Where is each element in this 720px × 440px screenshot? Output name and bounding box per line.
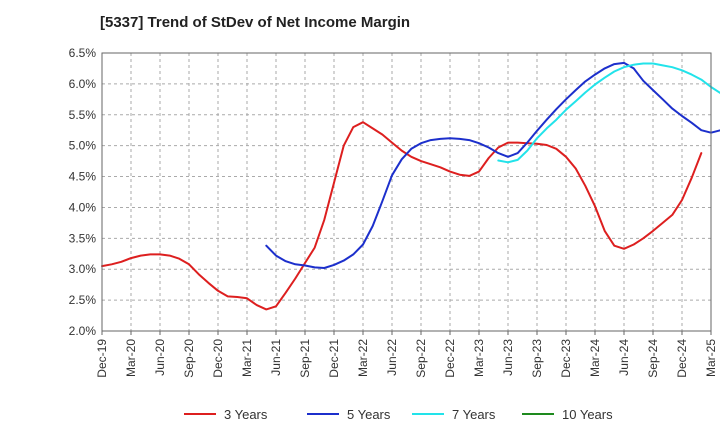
y-tick-label: 6.0%: [69, 77, 97, 91]
x-tick-label: Mar-25: [704, 339, 718, 377]
x-tick-label: Dec-19: [95, 339, 109, 378]
legend-label: 5 Years: [347, 407, 391, 422]
x-tick-label: Jun-20: [153, 339, 167, 376]
legend-label: 7 Years: [452, 407, 496, 422]
x-tick-label: Jun-22: [385, 339, 399, 376]
x-tick-label: Mar-22: [356, 339, 370, 377]
x-tick-label: Dec-23: [559, 339, 573, 378]
x-tick-label: Sep-24: [646, 339, 660, 378]
grid-lines: [102, 53, 711, 331]
plot-area: [102, 53, 711, 331]
x-tick-label: Sep-21: [298, 339, 312, 378]
y-tick-label: 3.5%: [69, 231, 97, 245]
x-tick-label: Mar-20: [124, 339, 138, 377]
x-tick-label: Mar-21: [240, 339, 254, 377]
y-tick-label: 2.5%: [69, 293, 97, 307]
x-tick-label: Sep-23: [530, 339, 544, 378]
x-tick-label: Dec-20: [211, 339, 225, 378]
series-lines: [101, 61, 720, 311]
x-tick-label: Dec-22: [443, 339, 457, 378]
x-tick-label: Jun-23: [501, 339, 515, 376]
x-tick-label: Dec-24: [675, 339, 689, 378]
x-tick-label: Sep-22: [414, 339, 428, 378]
legend: 3 Years 5 Years 7 Years 10 Years: [184, 407, 613, 422]
chart-title: [5337] Trend of StDev of Net Income Marg…: [100, 14, 411, 31]
legend-label: 3 Years: [224, 407, 268, 422]
x-axis-ticks: Dec-19 Mar-20 Jun-20 Sep-20 Dec-20 Mar-21 Jun-…: [95, 331, 718, 378]
series-line-3-years: [101, 121, 703, 311]
x-tick-label: Jun-21: [269, 339, 283, 376]
legend-label: 10 Years: [562, 407, 613, 422]
y-tick-label: 4.0%: [69, 200, 97, 214]
x-tick-label: Sep-20: [182, 339, 196, 378]
y-tick-label: 5.5%: [69, 108, 97, 122]
x-tick-label: Mar-24: [588, 339, 602, 377]
y-tick-label: 2.0%: [69, 324, 97, 338]
y-axis-ticks: 2.0% 2.5% 3.0% 3.5% 4.0% 4.5% 5.0% 5.5% 6.0% 6.5%: [69, 46, 97, 338]
y-tick-label: 5.0%: [69, 139, 97, 153]
y-tick-label: 6.5%: [69, 46, 97, 60]
y-tick-label: 4.5%: [69, 170, 97, 184]
x-tick-label: Dec-21: [327, 339, 341, 378]
y-tick-label: 3.0%: [69, 262, 97, 276]
x-tick-label: Mar-23: [472, 339, 486, 377]
series-line-7-years: [497, 62, 720, 164]
series-line-5-years: [265, 61, 720, 269]
x-tick-label: Jun-24: [617, 339, 631, 376]
plot-frame: [101, 52, 712, 332]
